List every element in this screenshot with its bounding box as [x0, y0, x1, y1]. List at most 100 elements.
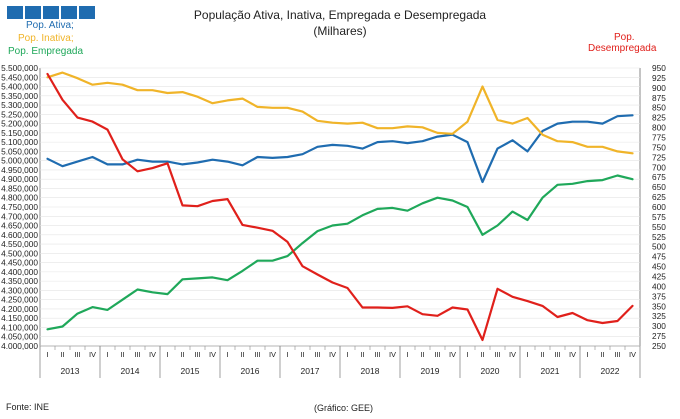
x-axis: I II III IV I II III IV I II III IV I II III IV I II III IV…	[39, 346, 641, 378]
right-tick-label: 800	[652, 123, 666, 133]
left-tick-label: 4.600,000	[1, 230, 38, 240]
quarter-label: IV	[329, 350, 336, 359]
left-tick-label: 4.400,000	[1, 267, 38, 277]
left-tick-label: 4.300,000	[1, 285, 38, 295]
left-tick-label: 5.100,000	[1, 137, 38, 147]
right-axis-ticks: 2502753003253503754004254504755005255505…	[652, 63, 666, 351]
left-tick-label: 4.650,000	[1, 221, 38, 231]
quarter-label: IV	[89, 350, 96, 359]
quarter-label: IV	[449, 350, 456, 359]
quarter-label: III	[434, 350, 440, 359]
left-tick-label: 4.500,000	[1, 248, 38, 258]
source-label: Fonte: INE	[6, 402, 50, 412]
quarter-label: IV	[149, 350, 156, 359]
quarter-label: I	[226, 350, 228, 359]
series-line-pop-empregada	[46, 174, 634, 331]
quarter-label: I	[286, 350, 288, 359]
quarter-label: IV	[389, 350, 396, 359]
left-tick-label: 4.350,000	[1, 276, 38, 286]
series-line-pop-inativa	[46, 71, 634, 155]
year-label: 2015	[181, 366, 200, 376]
left-tick-label: 4.900,000	[1, 174, 38, 184]
quarter-label: III	[554, 350, 560, 359]
right-tick-label: 275	[652, 331, 666, 341]
left-tick-label: 5.050,000	[1, 146, 38, 156]
left-tick-label: 4.550,000	[1, 239, 38, 249]
quarter-label: I	[166, 350, 168, 359]
right-tick-label: 325	[652, 311, 666, 321]
right-tick-label: 700	[652, 162, 666, 172]
right-tick-label: 725	[652, 152, 666, 162]
left-tick-label: 4.450,000	[1, 258, 38, 268]
quarter-label: I	[46, 350, 48, 359]
chart-series	[46, 71, 634, 342]
quarter-label: II	[60, 350, 64, 359]
right-tick-label: 875	[652, 93, 666, 103]
quarter-label: I	[106, 350, 108, 359]
quarter-label: IV	[629, 350, 636, 359]
quarter-label: IV	[569, 350, 576, 359]
left-axis-ticks: 4.000,0004.050,0004.100,0004.150,0004.20…	[1, 63, 38, 351]
legend-desempregada-1: Pop.	[614, 32, 635, 43]
quarter-label: III	[494, 350, 500, 359]
left-tick-label: 5.000,000	[1, 156, 38, 166]
right-tick-label: 525	[652, 232, 666, 242]
quarter-label: I	[346, 350, 348, 359]
year-label: 2016	[241, 366, 260, 376]
right-tick-label: 825	[652, 113, 666, 123]
left-tick-label: 5.150,000	[1, 128, 38, 138]
year-label: 2014	[121, 366, 140, 376]
chart-subtitle: (Milhares)	[313, 24, 367, 38]
quarter-label: I	[466, 350, 468, 359]
left-tick-label: 5.300,000	[1, 100, 38, 110]
left-tick-label: 4.950,000	[1, 165, 38, 175]
left-tick-label: 5.350,000	[1, 91, 38, 101]
quarter-label: II	[300, 350, 304, 359]
year-label: 2019	[421, 366, 440, 376]
left-tick-label: 5.500,000	[1, 63, 38, 73]
year-label: 2021	[541, 366, 560, 376]
chart-title: População Ativa, Inativa, Empregada e De…	[193, 8, 487, 22]
quarter-label: III	[374, 350, 380, 359]
legend-ativa: Pop. Ativa;	[26, 20, 74, 31]
quarter-label: II	[120, 350, 124, 359]
right-tick-label: 675	[652, 172, 666, 182]
left-tick-label: 4.100,000	[1, 322, 38, 332]
right-tick-label: 575	[652, 212, 666, 222]
left-tick-label: 4.700,000	[1, 211, 38, 221]
quarter-label: II	[240, 350, 244, 359]
left-tick-label: 4.200,000	[1, 304, 38, 314]
quarter-label: II	[180, 350, 184, 359]
series-line-pop-ativa	[46, 114, 634, 184]
logo-block	[25, 6, 41, 19]
year-label: 2017	[301, 366, 320, 376]
logo-block	[79, 6, 95, 19]
right-tick-label: 375	[652, 291, 666, 301]
chart-gridlines	[39, 67, 641, 347]
right-tick-label: 425	[652, 272, 666, 282]
legend-inativa: Pop. Inativa;	[18, 33, 74, 44]
right-tick-label: 625	[652, 192, 666, 202]
legend-desempregada-2: Desempregada	[588, 43, 657, 54]
quarter-label: III	[134, 350, 140, 359]
right-tick-label: 850	[652, 103, 666, 113]
right-tick-label: 550	[652, 222, 666, 232]
right-tick-label: 400	[652, 281, 666, 291]
left-tick-label: 4.850,000	[1, 183, 38, 193]
quarter-label: II	[540, 350, 544, 359]
right-tick-label: 900	[652, 83, 666, 93]
year-label: 2013	[61, 366, 80, 376]
right-tick-label: 925	[652, 73, 666, 83]
logo-block	[43, 6, 59, 19]
quarter-label: III	[614, 350, 620, 359]
right-tick-label: 750	[652, 142, 666, 152]
right-tick-label: 500	[652, 242, 666, 252]
left-tick-label: 4.750,000	[1, 202, 38, 212]
left-tick-label: 5.400,000	[1, 82, 38, 92]
left-tick-label: 5.250,000	[1, 109, 38, 119]
right-tick-label: 250	[652, 341, 666, 351]
right-tick-label: 350	[652, 301, 666, 311]
left-tick-label: 4.050,000	[1, 332, 38, 342]
quarter-label: III	[314, 350, 320, 359]
